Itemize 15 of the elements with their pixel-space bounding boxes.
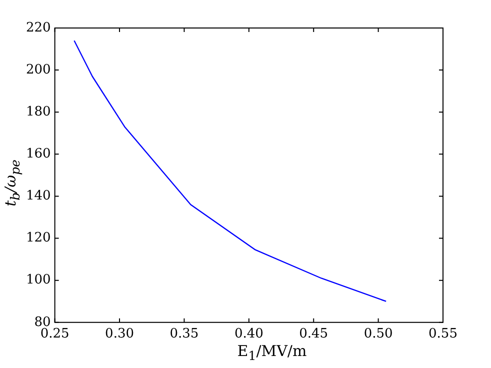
y-tick-label: 200 (26, 62, 51, 78)
x-tick-label: 0.25 (40, 326, 70, 342)
x-tick-label: 0.45 (299, 326, 328, 342)
x-tick-label: 0.35 (170, 326, 199, 342)
y-tick-label: 220 (26, 20, 51, 36)
y-tick-label: 180 (26, 104, 51, 120)
x-axis-title: E$_{1}$/MV/m (237, 342, 307, 363)
x-tick-label: 0.50 (364, 326, 393, 342)
x-tick-label: 0.30 (105, 326, 134, 342)
y-tick-label: 120 (26, 230, 51, 246)
y-tick-label: 140 (26, 188, 51, 204)
y-tick-label: 100 (26, 272, 51, 288)
x-tick-label: 0.40 (234, 326, 264, 342)
x-tick-label: 0.55 (428, 326, 458, 342)
y-tick-label: 160 (26, 146, 51, 162)
